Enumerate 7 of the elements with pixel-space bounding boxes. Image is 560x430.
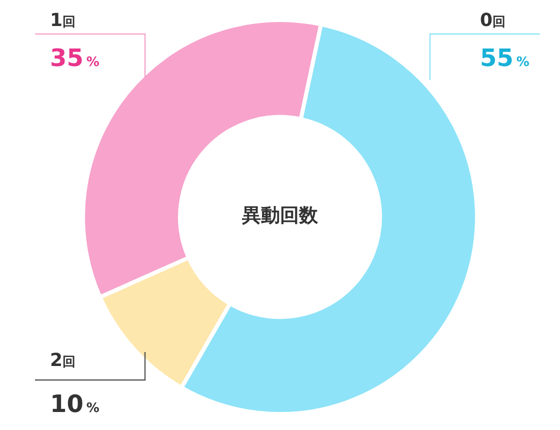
data-label: 10% [50, 390, 100, 418]
text: 異動回数 [241, 204, 319, 227]
slice-label: 2回 [50, 350, 76, 371]
data-label: 35% [50, 44, 100, 72]
data-label: 55% [480, 44, 530, 72]
slice-label: 0回 [480, 10, 506, 31]
slice-label: 1回 [50, 10, 76, 31]
